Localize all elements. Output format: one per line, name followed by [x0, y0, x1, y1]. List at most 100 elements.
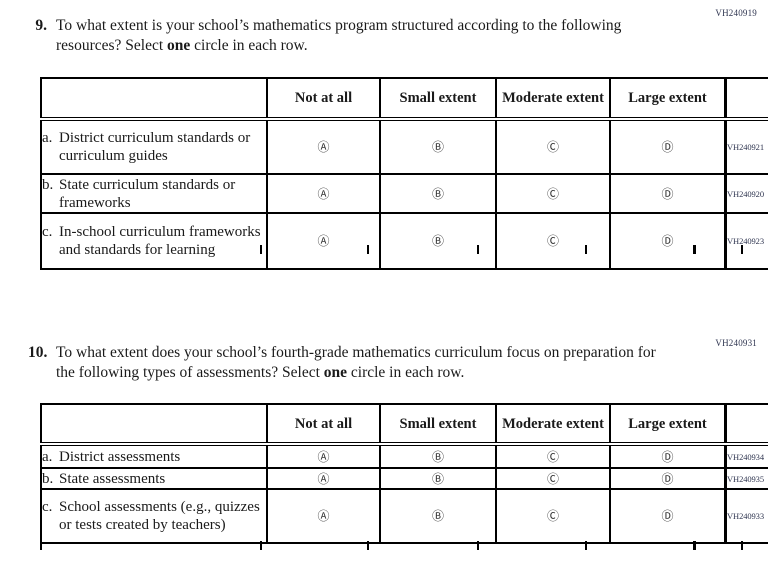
header-code-blank: [724, 77, 768, 121]
option-bubble-a[interactable]: Ⓐ: [317, 234, 330, 248]
option-bubble-b[interactable]: Ⓑ: [431, 140, 444, 154]
option-cell: Ⓓ: [609, 173, 727, 214]
table-row: a. District assessments Ⓐ Ⓑ Ⓒ Ⓓ VH240934: [40, 443, 768, 469]
option-cell: Ⓓ: [609, 488, 727, 544]
option-bubble-c[interactable]: Ⓒ: [546, 471, 559, 486]
option-bubble-b[interactable]: Ⓑ: [431, 186, 444, 201]
row-letter: a.: [42, 448, 53, 465]
row-code: VH240935: [724, 467, 768, 490]
row-code: VH240920: [724, 173, 768, 214]
row-code: VH240921: [724, 118, 768, 175]
option-bubble-b[interactable]: Ⓑ: [431, 509, 444, 523]
option-bubble-c[interactable]: Ⓒ: [546, 509, 559, 523]
question-number: 9.: [35, 17, 47, 34]
option-cell: Ⓑ: [379, 173, 497, 214]
option-cell: Ⓓ: [609, 118, 727, 175]
option-bubble-d[interactable]: Ⓓ: [661, 449, 674, 464]
option-cell: Ⓑ: [379, 118, 497, 175]
option-bubble-b[interactable]: Ⓑ: [431, 234, 444, 248]
row-code: VH240933: [724, 488, 768, 544]
prompt-bold-word: one: [323, 364, 348, 381]
option-bubble-a[interactable]: Ⓐ: [317, 186, 330, 201]
table-row: c. School assessments (e.g., quizzes or t…: [40, 488, 768, 544]
option-bubble-a[interactable]: Ⓐ: [317, 471, 330, 486]
table-edge-stub: [477, 245, 479, 254]
column-header-small-extent: Small extent: [379, 403, 497, 446]
option-cell: Ⓓ: [609, 467, 727, 490]
table-edge-stub: [741, 541, 743, 550]
row-label: a. District curriculum standards or curri…: [40, 118, 268, 175]
question-prompt: To what extent does your school’s fourth…: [56, 343, 656, 383]
option-bubble-a[interactable]: Ⓐ: [317, 140, 330, 154]
question-10-table: Not at all Small extent Moderate extent …: [40, 403, 768, 544]
table-edge-stub: [40, 541, 42, 550]
row-label: a. District assessments: [40, 443, 268, 469]
table-row: b. State curriculum standards or framewor…: [40, 173, 768, 214]
option-cell: Ⓒ: [495, 467, 611, 490]
option-bubble-c[interactable]: Ⓒ: [546, 140, 559, 154]
row-label-text: In-school curriculum frameworks and stan…: [59, 224, 261, 258]
option-cell: Ⓑ: [379, 212, 497, 270]
question-code: VH240931: [715, 338, 757, 348]
column-header-not-at-all: Not at all: [266, 403, 381, 446]
table-row: a. District curriculum standards or curri…: [40, 118, 768, 175]
header-code-blank: [724, 403, 768, 446]
table-edge-stub: [693, 245, 696, 254]
table-edge-stub: [367, 541, 369, 550]
table-edge-stub: [693, 541, 696, 550]
question-10-section: VH240931 10. To what extent does your sc…: [0, 330, 768, 383]
option-bubble-d[interactable]: Ⓓ: [661, 509, 674, 523]
row-label-text: State assessments: [59, 470, 166, 487]
header-row: Not at all Small extent Moderate extent …: [40, 403, 768, 446]
table-row: c. In-school curriculum frameworks and st…: [40, 212, 768, 270]
option-bubble-d[interactable]: Ⓓ: [661, 140, 674, 154]
option-bubble-b[interactable]: Ⓑ: [431, 471, 444, 486]
column-header-moderate-extent: Moderate extent: [495, 403, 611, 446]
question-9-table: Not at all Small extent Moderate extent …: [40, 77, 768, 270]
row-label-text: School assessments (e.g., quizzes or tes…: [59, 499, 260, 533]
prompt-text: To what extent does your school’s fourth…: [56, 344, 656, 381]
table-bottom-stubs: [40, 541, 743, 550]
table-edge-stub: [260, 245, 262, 254]
option-bubble-d[interactable]: Ⓓ: [661, 186, 674, 201]
header-row: Not at all Small extent Moderate extent …: [40, 77, 768, 121]
row-letter: b.: [42, 470, 54, 487]
option-bubble-c[interactable]: Ⓒ: [546, 186, 559, 201]
option-bubble-a[interactable]: Ⓐ: [317, 509, 330, 523]
option-bubble-d[interactable]: Ⓓ: [661, 234, 674, 248]
option-cell: Ⓒ: [495, 118, 611, 175]
option-bubble-d[interactable]: Ⓓ: [661, 471, 674, 486]
header-blank: [40, 77, 268, 121]
header-blank: [40, 403, 268, 446]
option-cell: Ⓐ: [266, 212, 381, 270]
option-bubble-b[interactable]: Ⓑ: [431, 449, 444, 464]
table-edge-stub: [585, 245, 587, 254]
row-label: b. State curriculum standards or framewor…: [40, 173, 268, 214]
option-cell: Ⓑ: [379, 488, 497, 544]
question-text: 10. To what extent does your school’s fo…: [28, 343, 768, 383]
option-cell: Ⓑ: [379, 467, 497, 490]
column-header-moderate-extent: Moderate extent: [495, 77, 611, 121]
option-bubble-a[interactable]: Ⓐ: [317, 449, 330, 464]
option-cell: Ⓐ: [266, 488, 381, 544]
question-number: 10.: [28, 344, 48, 361]
row-code: VH240934: [724, 443, 768, 469]
row-label: c. School assessments (e.g., quizzes or t…: [40, 488, 268, 544]
row-code: VH240923: [724, 212, 768, 270]
prompt-text: To what extent is your school’s mathemat…: [56, 17, 622, 54]
row-label-text: State curriculum standards or frameworks: [59, 176, 236, 211]
table-edge-stub: [741, 245, 743, 254]
column-header-small-extent: Small extent: [379, 77, 497, 121]
column-header-large-extent: Large extent: [609, 403, 727, 446]
option-cell: Ⓒ: [495, 443, 611, 469]
column-header-large-extent: Large extent: [609, 77, 727, 121]
row-label-text: District assessments: [59, 448, 181, 465]
option-bubble-c[interactable]: Ⓒ: [546, 449, 559, 464]
table-row: b. State assessments Ⓐ Ⓑ Ⓒ Ⓓ VH240935: [40, 467, 768, 490]
question-9-section: VH240919 9. To what extent is your schoo…: [0, 0, 768, 56]
question-text: 9. To what extent is your school’s mathe…: [28, 16, 768, 56]
option-cell: Ⓒ: [495, 488, 611, 544]
option-cell: Ⓒ: [495, 212, 611, 270]
option-bubble-c[interactable]: Ⓒ: [546, 234, 559, 248]
option-cell: Ⓓ: [609, 212, 727, 270]
